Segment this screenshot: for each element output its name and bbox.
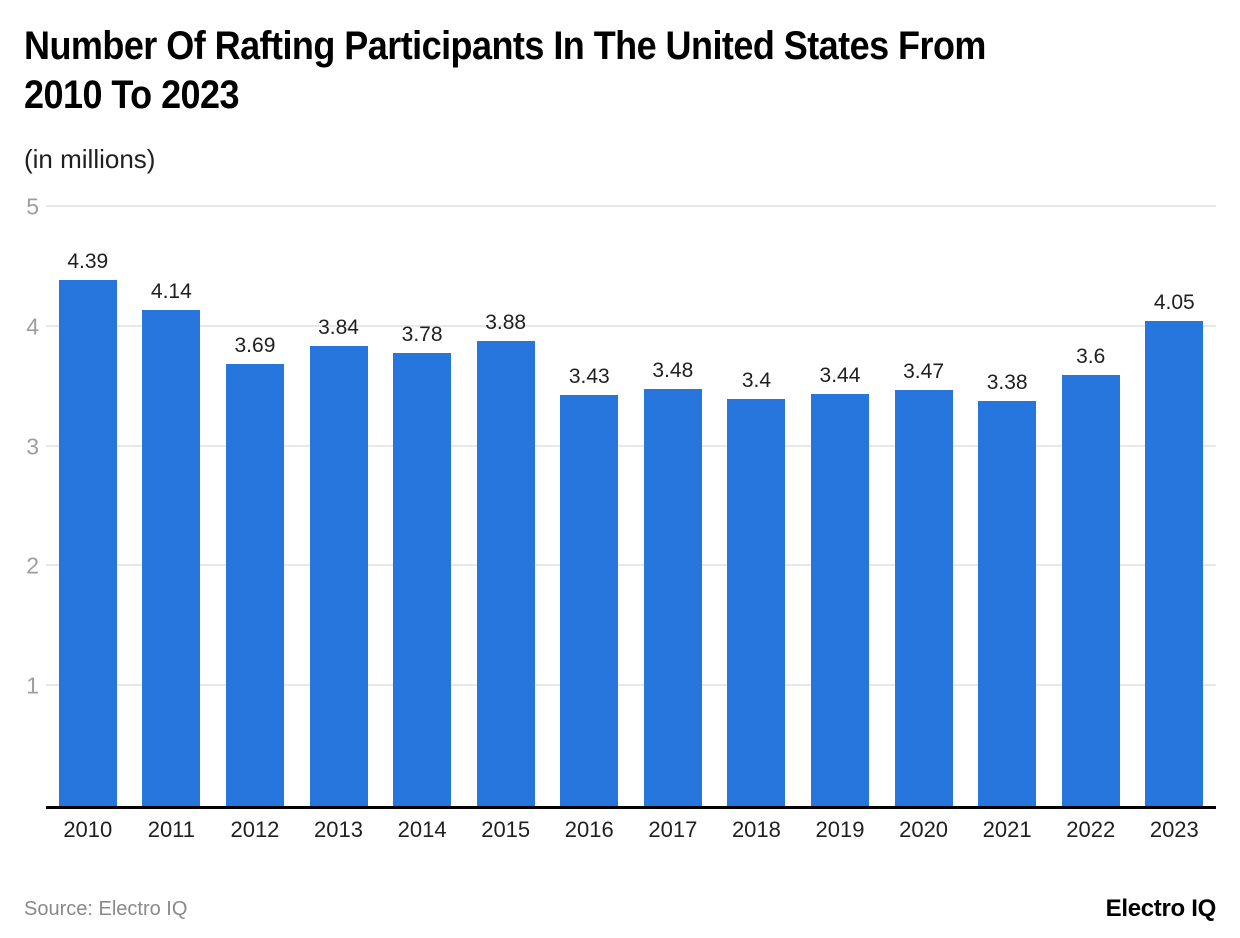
bar [225,363,284,806]
bar-column-2011: 4.14 [130,207,214,806]
bar-value-label: 3.47 [903,360,944,384]
bar-column-2020: 3.47 [882,207,966,806]
bar [560,395,619,806]
bar [58,280,117,806]
bar-column-2013: 3.84 [297,207,381,806]
gridline-5 [46,205,1216,207]
bar-value-label: 3.38 [986,371,1028,395]
bar-value-label: 3.6 [1076,344,1106,368]
gridline-2 [46,564,1216,567]
y-axis-label-1: 1 [26,672,39,699]
bar-column-2021: 3.38 [965,207,1049,806]
bar-chart: 1 2 3 4 5 4.39 4.14 3.69 3.84 3.78 3.88 3.43 3.48 3.4… [24,195,1216,851]
gridline-4 [46,324,1216,327]
bar [810,393,869,806]
x-axis-label-2012: 2012 [230,817,280,842]
bars-container: 4.39 4.14 3.69 3.84 3.78 3.88 3.43 3.48 3.4 3.44 3… [46,207,1216,806]
chart-plot-area: 1 2 3 4 5 4.39 4.14 3.69 3.84 3.78 3.88 3.43 3.48 3.4… [26,195,1216,809]
bar [727,398,786,806]
chart-subtitle: (in millions) [24,144,156,174]
bar-value-label: 3.48 [652,359,694,383]
y-axis-label-4: 4 [26,313,39,340]
gridline-3 [46,444,1216,447]
y-axis-label-5: 5 [26,193,39,220]
x-axis-label-2019: 2019 [815,817,865,842]
bar-column-2019: 3.44 [798,207,882,806]
bar-value-label: 3.84 [318,315,359,339]
bar-value-label: 4.05 [1153,290,1195,314]
bar [309,345,368,806]
x-axis-label-2016: 2016 [564,817,614,842]
x-axis-label-2010: 2010 [63,817,113,842]
page-title: Number Of Rafting Participants In The Un… [24,22,1097,120]
bar [894,390,953,806]
bar-column-2016: 3.43 [547,207,631,806]
x-axis-label-2018: 2018 [731,817,781,842]
page-title-line2: 2010 To 2023 [24,73,240,117]
x-axis-label-2013: 2013 [314,817,363,842]
x-axis-label-2021: 2021 [982,817,1032,842]
chart-footer: Source: Electro IQ Electro IQ [24,895,1216,923]
x-axis-label-2020: 2020 [899,817,949,842]
bar [978,401,1037,806]
chart-x-axis: 2010 2011 2012 2013 2014 2015 2016 2017 2018 2019… [46,809,1216,851]
bar-value-label: 3.78 [401,323,443,347]
y-axis-label-3: 3 [26,433,39,460]
page-title-line1: Number Of Rafting Participants In The Un… [24,24,986,68]
y-axis-label-2: 2 [26,552,39,579]
bar-value-label: 3.69 [234,333,276,357]
bar-value-label: 4.14 [150,280,192,304]
bar [476,341,535,806]
x-axis-label-2017: 2017 [648,817,698,842]
bar [1145,320,1204,806]
bar-column-2015: 3.88 [464,207,548,806]
bar-column-2010: 4.39 [46,207,130,806]
x-axis-label-2015: 2015 [481,817,531,842]
x-axis-label-2022: 2022 [1066,817,1116,842]
bar-value-label: 3.44 [819,363,861,387]
brand-logo: Electro IQ [1105,895,1217,922]
bar-column-2017: 3.48 [631,207,715,806]
x-axis-label-2023: 2023 [1149,817,1199,842]
bar [393,353,452,806]
bar-value-label: 3.88 [485,311,527,335]
bar [142,310,201,806]
bar-column-2023: 4.05 [1133,207,1217,806]
x-axis-label-2014: 2014 [397,817,447,842]
bar-value-label: 3.43 [568,365,610,389]
bar-column-2022: 3.6 [1049,207,1133,806]
bar-column-2012: 3.69 [213,207,297,806]
source-text: Source: Electro IQ [24,897,188,920]
bar-value-label: 3.4 [741,368,772,392]
bar-column-2018: 3.4 [715,207,799,806]
bar [643,389,702,806]
bar [1061,374,1120,806]
gridline-1 [46,684,1216,687]
x-axis-label-2011: 2011 [147,817,196,842]
bar-column-2014: 3.78 [380,207,464,806]
bar-value-label: 4.39 [67,250,109,274]
